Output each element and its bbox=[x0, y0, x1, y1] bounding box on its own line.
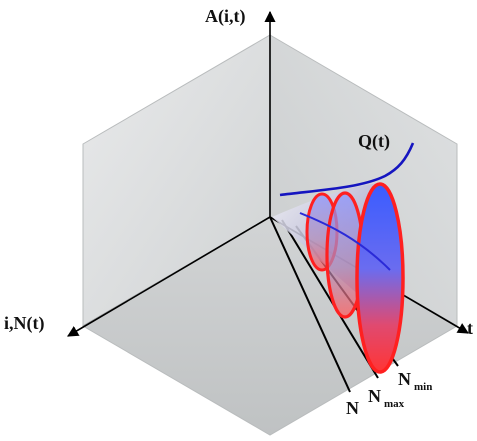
nmax-line bbox=[281, 219, 379, 379]
nmax-label-sub: max bbox=[384, 398, 405, 410]
q-curve bbox=[279, 142, 415, 197]
nmin-label-base: N bbox=[398, 369, 411, 389]
t-axis-label: t bbox=[467, 318, 473, 338]
i-axis-arrow bbox=[67, 216, 271, 337]
nmax-label-base: N bbox=[368, 386, 381, 406]
n-line bbox=[269, 216, 351, 393]
ellipse-large bbox=[355, 182, 405, 374]
nmin-label-sub: min bbox=[414, 381, 432, 393]
q-curve-label: Q(t) bbox=[358, 131, 390, 152]
q-curve-trace bbox=[299, 212, 391, 271]
i-axis-label: i,N(t) bbox=[4, 313, 44, 334]
n-line-label: N bbox=[346, 398, 359, 418]
a-axis-label: A(i,t) bbox=[205, 6, 245, 27]
